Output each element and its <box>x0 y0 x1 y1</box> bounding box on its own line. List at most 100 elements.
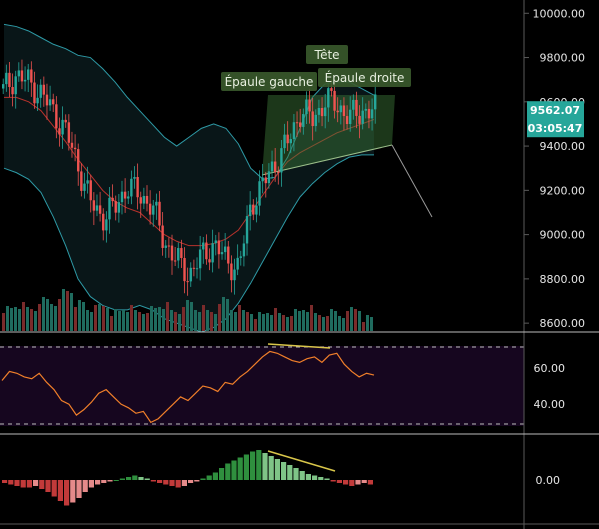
candle-body <box>205 242 208 260</box>
candle-body <box>117 202 121 213</box>
macd-bar <box>361 480 367 483</box>
y-tick-label: 9400.00 <box>540 140 586 153</box>
candle-body <box>142 195 146 204</box>
candle-body <box>130 178 133 197</box>
pattern-annotations: Épaule gauche Tête Épaule droite <box>221 45 411 91</box>
candle-body <box>161 225 164 248</box>
macd-bar <box>200 478 206 480</box>
candle-body <box>302 114 305 127</box>
macd-bar <box>144 478 150 480</box>
volume-bar <box>306 312 309 331</box>
macd-bar <box>150 480 156 482</box>
candle-body <box>295 122 299 124</box>
candle-body <box>339 105 343 113</box>
volume-bar <box>214 314 217 331</box>
volume-bar <box>74 307 77 331</box>
macd-bar <box>343 480 349 485</box>
volume-bar <box>354 309 357 331</box>
candle-body <box>336 110 339 113</box>
price-label: 9562.07 03:05:47 <box>527 101 584 138</box>
volume-bar <box>230 310 233 331</box>
candle-body <box>245 216 249 244</box>
candle-body <box>42 84 46 95</box>
macd-bar <box>219 468 225 480</box>
macd-bar <box>88 480 94 488</box>
macd-bar <box>181 480 187 486</box>
candle-body <box>367 108 371 119</box>
volume-bar <box>286 317 289 331</box>
volume-bar <box>66 291 69 331</box>
volume-bar <box>30 309 33 331</box>
volume-bar <box>274 308 277 331</box>
macd-bar <box>250 451 256 480</box>
volume-bar <box>18 309 21 331</box>
macd-bar <box>287 465 293 480</box>
candle-body <box>39 84 42 98</box>
volume-bar <box>154 308 157 331</box>
volume-bar <box>42 297 45 331</box>
macd-bar <box>175 480 181 488</box>
candle-body <box>323 107 327 117</box>
macd-bar <box>113 480 119 481</box>
candle-body <box>89 180 92 201</box>
macd-bar <box>20 480 26 488</box>
rsi-series <box>1 350 375 424</box>
rsi-tick-label: 40.00 <box>534 398 566 411</box>
volume-bar <box>150 306 153 331</box>
volume-bar <box>182 307 185 331</box>
volume-bar <box>310 305 313 331</box>
volume-bar <box>334 311 337 331</box>
candle-body <box>273 161 277 172</box>
macd-bar <box>51 480 57 497</box>
volume-bar <box>50 304 53 331</box>
candle-body <box>23 79 27 82</box>
candle-body <box>183 258 186 282</box>
candlesticks <box>2 59 377 296</box>
bollinger-basis <box>4 96 375 247</box>
candle-body <box>77 149 80 172</box>
volume-bar <box>266 313 269 331</box>
annotation-label: Épaule gauche <box>225 74 314 89</box>
candle-body <box>86 180 89 184</box>
macd-histogram <box>2 450 373 506</box>
y-axis[interactable]: 10000.009800.009600.009400.009200.009000… <box>524 7 585 487</box>
y-tick-label: 9000.00 <box>540 229 586 242</box>
volume-bar <box>122 310 125 331</box>
candle-body <box>286 134 289 144</box>
candle-body <box>167 245 171 247</box>
candle-body <box>92 200 96 211</box>
volume-bar <box>82 302 85 331</box>
volume-bar <box>250 314 253 331</box>
candle-body <box>102 213 105 231</box>
volume-bar <box>270 315 273 331</box>
candle-body <box>348 109 352 124</box>
volume-bar <box>142 314 145 331</box>
volume-bar <box>38 304 41 331</box>
macd-bar <box>119 478 125 480</box>
candle-body <box>155 201 158 206</box>
volume-bar <box>314 313 317 331</box>
volume-bar <box>106 308 109 331</box>
candle-body <box>264 177 267 184</box>
volume-bar <box>242 310 245 331</box>
macd-panel[interactable] <box>2 450 373 506</box>
macd-bar <box>355 480 361 485</box>
projection-line <box>391 144 433 218</box>
candle-body <box>5 72 8 85</box>
candle-body <box>198 249 202 269</box>
volume-bar <box>190 302 193 331</box>
price-panel[interactable]: Épaule gauche Tête Épaule droite <box>2 23 433 333</box>
candle-body <box>202 242 205 250</box>
candle-body <box>252 204 255 215</box>
candle-body <box>239 256 242 258</box>
volume-bar <box>290 316 293 331</box>
rsi-panel[interactable] <box>0 343 524 425</box>
candle-body <box>20 70 24 82</box>
volume-bar <box>282 315 285 331</box>
candle-body <box>333 90 336 111</box>
macd-bar <box>206 475 212 480</box>
macd-bar <box>318 477 324 480</box>
annotation-box <box>318 68 411 87</box>
volume-bar <box>222 297 225 331</box>
